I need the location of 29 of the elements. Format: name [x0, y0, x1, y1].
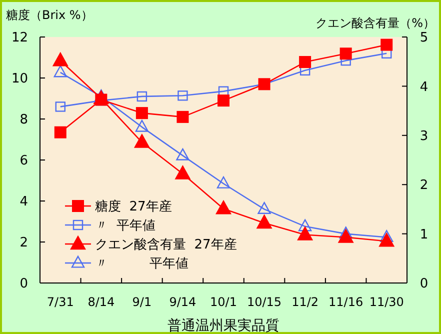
legend-label: 〃 平年値	[95, 218, 156, 234]
x-axis-title: 普通温州果実品質	[168, 316, 280, 334]
y-tick-label: 10	[11, 72, 28, 87]
y2-tick-label: 5	[420, 30, 428, 46]
y-tick-label: 2	[20, 236, 28, 251]
y2-tick-label: 2	[420, 178, 428, 194]
y-tick-label: 0	[20, 276, 28, 292]
x-tick-label: 11/30	[369, 295, 404, 310]
legend-label: クエン酸含有量 27年産	[95, 236, 237, 253]
x-tick-label: 7/31	[46, 295, 74, 310]
y-tick-label: 8	[20, 112, 28, 128]
x-tick-label: 8/14	[88, 295, 115, 310]
y-axis-title: 糖度（Brix %）	[6, 8, 93, 22]
x-tick-label: 11/2	[292, 295, 319, 310]
x-tick-label: 10/1	[210, 295, 237, 310]
x-tick-label: 9/1	[132, 295, 152, 310]
y2-tick-label: 3	[420, 128, 428, 144]
legend-label: 糖度 27年産	[95, 198, 172, 215]
y-tick-label: 4	[20, 194, 28, 210]
y-tick-label: 12	[11, 30, 28, 46]
y2-tick-label: 1	[420, 227, 428, 242]
x-tick-label: 11/16	[328, 295, 364, 310]
legend-label: 〃 平年値	[95, 256, 188, 272]
y-tick-label: 6	[20, 154, 28, 169]
y2-axis-title: クエン酸含有量（%）	[316, 16, 435, 30]
y2-tick-label: 4	[420, 80, 428, 95]
x-tick-label: 9/14	[169, 295, 196, 310]
x-tick-label: 10/15	[246, 295, 282, 310]
y2-tick-label: 0	[420, 276, 428, 292]
